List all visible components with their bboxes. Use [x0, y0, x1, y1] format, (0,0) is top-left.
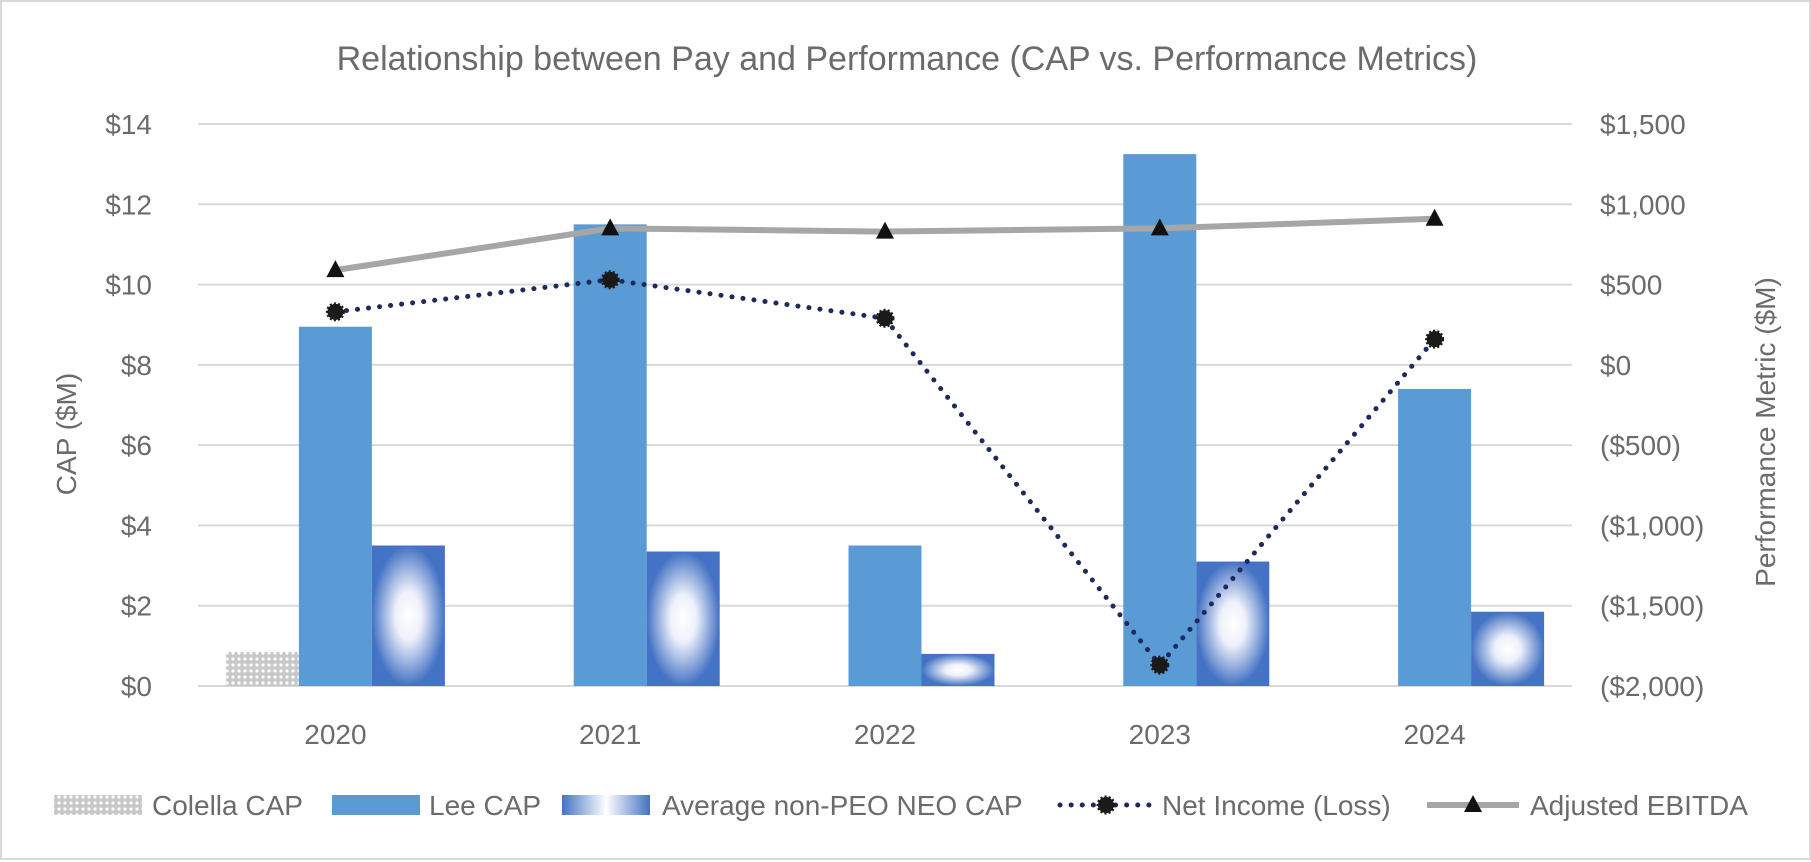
data-point	[1150, 655, 1170, 675]
y2-tick-label: ($500)	[1600, 430, 1681, 461]
data-point	[876, 221, 894, 239]
y-tick-label: $8	[121, 350, 152, 381]
legend-item: Lee CAP	[332, 790, 541, 821]
y2-axis-title: Performance Metric ($M)	[1750, 277, 1781, 587]
bar	[1471, 611, 1545, 686]
data-point	[326, 260, 345, 278]
bar	[921, 653, 995, 686]
y-tick-label: $10	[105, 270, 152, 301]
bar	[848, 545, 922, 686]
y2-tick-label: $0	[1600, 350, 1631, 381]
y-tick-label: $0	[121, 671, 152, 702]
data-point	[325, 302, 345, 322]
data-point	[1425, 329, 1445, 349]
y-tick-label: $12	[105, 189, 152, 220]
lines	[325, 208, 1445, 675]
bar	[1123, 154, 1197, 686]
legend-label: Adjusted EBITDA	[1530, 790, 1748, 821]
legend-swatch	[332, 795, 420, 815]
legend-marker	[1464, 795, 1482, 812]
bar	[1196, 561, 1270, 686]
y2-tick-label: ($1,000)	[1600, 510, 1704, 541]
x-tick-label: 2022	[854, 719, 916, 750]
legend-label: Average non-PEO NEO CAP	[662, 790, 1023, 821]
x-tick-label: 2020	[304, 719, 366, 750]
y-tick-label: $6	[121, 430, 152, 461]
y2-tick-label: ($1,500)	[1600, 591, 1704, 622]
legend-label: Net Income (Loss)	[1162, 790, 1391, 821]
tick-labels: $0 $2 $4 $6 $8 $10 $12 $14 ($2,000) ($1,500) ($1,0…	[105, 109, 1704, 750]
y2-tick-label: $1,500	[1600, 109, 1686, 140]
data-point	[875, 308, 895, 328]
legend-marker	[1096, 795, 1116, 815]
y2-tick-label: ($2,000)	[1600, 671, 1704, 702]
bars	[225, 154, 1545, 686]
y-tick-label: $4	[121, 510, 152, 541]
legend-item: Average non-PEO NEO CAP	[562, 790, 1023, 821]
legend: Colella CAP Lee CAP Average non-PEO NEO CA…	[54, 790, 1748, 821]
bar	[1398, 388, 1472, 686]
bar	[646, 551, 720, 686]
legend-label: Lee CAP	[429, 790, 541, 821]
bar	[371, 545, 445, 686]
y-axis-title: CAP ($M)	[51, 373, 82, 495]
legend-swatch	[562, 795, 650, 815]
chart-title: Relationship between Pay and Performance…	[337, 40, 1478, 78]
y2-tick-label: $500	[1600, 270, 1662, 301]
data-point	[600, 270, 620, 290]
legend-item: Adjusted EBITDA	[1427, 790, 1748, 821]
y-tick-label: $2	[121, 591, 152, 622]
data-point	[601, 218, 620, 236]
legend-item: Colella CAP	[54, 790, 303, 821]
y-tick-label: $14	[105, 109, 152, 140]
x-tick-label: 2021	[579, 719, 641, 750]
x-tick-label: 2023	[1129, 719, 1191, 750]
data-point	[1425, 208, 1444, 226]
legend-swatch	[54, 795, 142, 815]
data-point	[1150, 218, 1169, 236]
legend-item: Net Income (Loss)	[1057, 790, 1391, 821]
bar	[298, 326, 372, 686]
bar	[225, 651, 299, 686]
legend-label: Colella CAP	[152, 790, 303, 821]
y2-tick-label: $1,000	[1600, 189, 1686, 220]
bar	[573, 224, 647, 686]
x-tick-label: 2024	[1403, 719, 1465, 750]
